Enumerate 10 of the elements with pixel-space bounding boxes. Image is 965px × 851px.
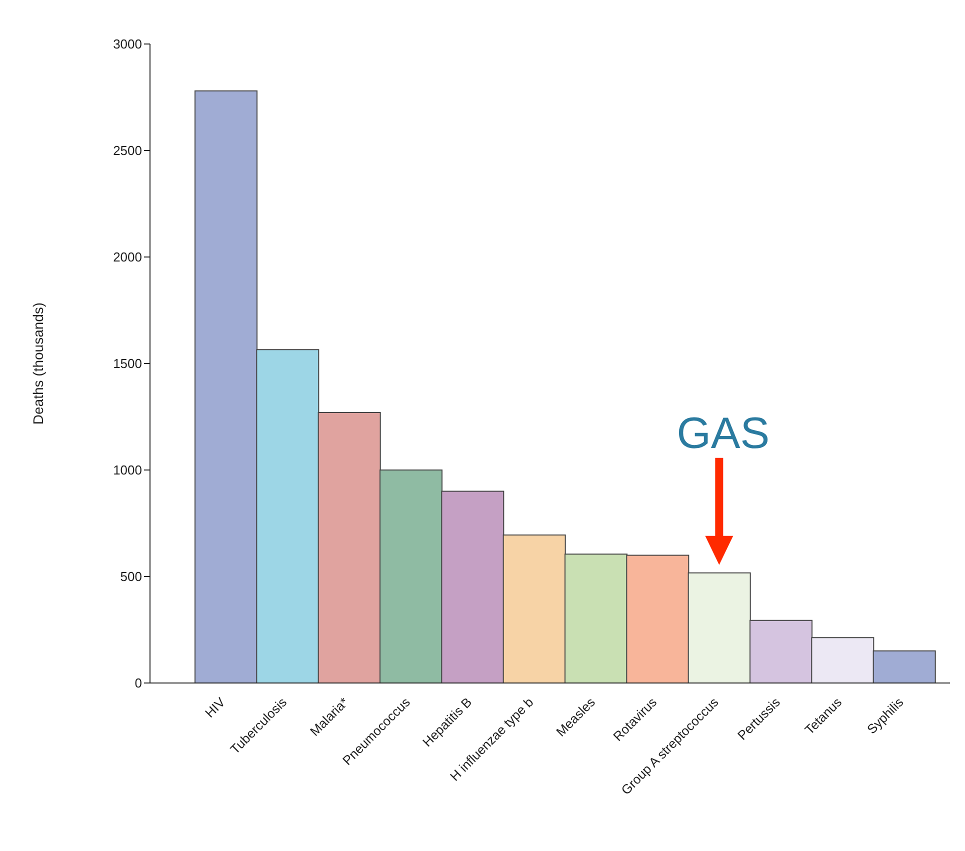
y-tick-label: 2500 xyxy=(113,143,142,158)
y-tick-label: 2000 xyxy=(113,250,142,265)
x-tick-label: HIV xyxy=(202,694,228,720)
y-axis-title: Deaths (thousands) xyxy=(30,302,46,425)
y-tick-label: 500 xyxy=(120,569,142,584)
y-tick-label: 1500 xyxy=(113,356,142,372)
y-tick-label: 3000 xyxy=(113,36,142,52)
annotation: GAS xyxy=(676,408,770,458)
y-tick-label: 0 xyxy=(134,676,142,691)
y-tick-label: 1000 xyxy=(113,462,142,478)
